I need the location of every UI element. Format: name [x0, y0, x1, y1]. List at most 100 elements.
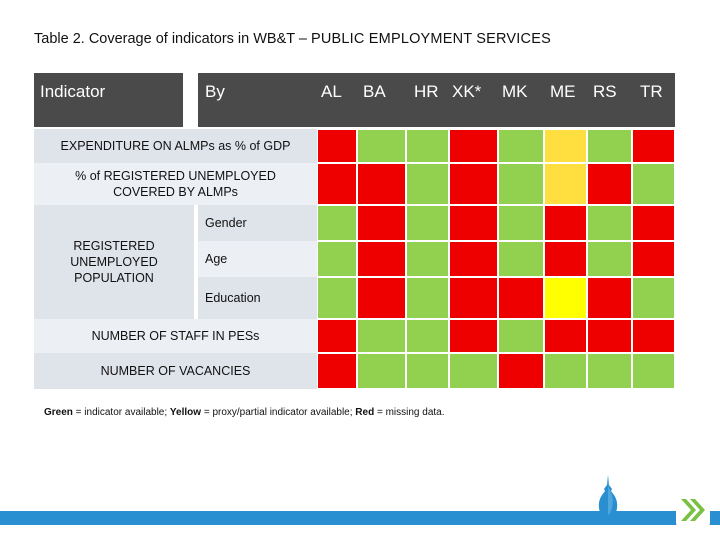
row-label-expenditure: EXPENDITURE ON ALMPs as % of GDP: [34, 129, 317, 163]
status-cell-red: [449, 129, 498, 163]
status-cell-green: [498, 129, 544, 163]
by-label-education: Education: [198, 277, 317, 319]
header-country-label: XK*: [452, 82, 482, 101]
status-cell-green: [357, 353, 406, 389]
header-indicator: Indicator: [34, 73, 183, 127]
double-chevron-icon: [676, 493, 710, 527]
header-by: By: [198, 73, 317, 127]
row-label-registered-text: REGISTERED UNEMPLOYED POPULATION: [70, 239, 158, 285]
by-label-gender: Gender: [198, 205, 317, 241]
header-country-label: HR: [414, 82, 439, 101]
status-cell-green: [632, 277, 675, 319]
status-cell-red: [587, 163, 632, 205]
header-country-label: TR: [640, 82, 663, 101]
status-cell-red: [449, 277, 498, 319]
status-cell-red: [449, 241, 498, 277]
status-cell-red: [587, 319, 632, 353]
header-country-label: MK: [502, 82, 528, 101]
status-cell-green: [544, 353, 587, 389]
status-cell-red: [317, 163, 357, 205]
status-cell-red: [357, 277, 406, 319]
row-label-covered: % of REGISTERED UNEMPLOYED COVERED BY AL…: [34, 163, 317, 205]
status-cell-green: [406, 277, 449, 319]
status-cell-green: [498, 163, 544, 205]
status-cell-red: [632, 129, 675, 163]
status-cell-green: [498, 205, 544, 241]
title-caps: PUBLIC EMPLOYMENT SERVICES: [310, 31, 551, 47]
status-cell-red: [632, 205, 675, 241]
status-cell-red: [317, 129, 357, 163]
legend-yellow-word: Yellow: [169, 407, 202, 418]
status-cell-green: [317, 205, 357, 241]
by-label-age: Age: [198, 241, 317, 277]
legend: Green = indicator available; Yellow = pr…: [44, 407, 445, 418]
status-cell-green: [587, 353, 632, 389]
header-country-rs: RS: [587, 73, 632, 127]
status-cell-red: [449, 319, 498, 353]
row-label-vacancies: NUMBER OF VACANCIES: [34, 353, 317, 389]
status-cell-red: [357, 205, 406, 241]
header-country-label: RS: [593, 82, 617, 101]
row-label-covered-text: % of REGISTERED UNEMPLOYED COVERED BY AL…: [75, 169, 276, 199]
status-cell-red: [632, 319, 675, 353]
status-cell-green: [406, 353, 449, 389]
footer-bar: [0, 511, 720, 525]
status-cell-green: [632, 353, 675, 389]
status-cell-green: [406, 163, 449, 205]
header-country-al: AL: [317, 73, 357, 127]
status-cell-green: [317, 277, 357, 319]
header-country-ba: BA: [357, 73, 406, 127]
page-title: Table 2. Coverage of indicators in WB&T …: [34, 31, 551, 47]
status-cell-green: [587, 205, 632, 241]
status-cell-red: [544, 319, 587, 353]
row-label-registered-unemployed: REGISTERED UNEMPLOYED POPULATION: [34, 205, 194, 319]
status-cell-green: [357, 319, 406, 353]
status-cell-green: [632, 163, 675, 205]
status-cell-red: [317, 319, 357, 353]
footer-bar-bottom: [0, 525, 720, 540]
header-country-label: BA: [363, 82, 386, 101]
row-label-staff: NUMBER OF STAFF IN PESs: [34, 319, 317, 353]
status-cell-green: [587, 129, 632, 163]
header-country-hr: HR: [406, 73, 449, 127]
legend-yellow-text: = proxy/partial indicator available;: [201, 407, 356, 418]
status-cell-red: [449, 205, 498, 241]
header-country-tr: TR: [632, 73, 675, 127]
header-country-label: ME: [550, 82, 576, 101]
title-prefix: Table 2. Coverage of indicators in WB&T …: [34, 31, 311, 47]
status-cell-green: [406, 319, 449, 353]
status-cell-red: [587, 277, 632, 319]
header-country-me: ME: [544, 73, 587, 127]
status-cell-red: [357, 241, 406, 277]
status-cell-red: [449, 163, 498, 205]
legend-green-word: Green: [44, 407, 73, 418]
status-cell-red: [317, 353, 357, 389]
coverage-table: Indicator By AL BA HR XK* MK ME RS TR EXPENDITU…: [34, 73, 675, 389]
legend-red-text: = missing data.: [374, 407, 445, 418]
header-by-label: By: [205, 82, 225, 101]
status-cell-green: [498, 319, 544, 353]
status-cell-red: [544, 241, 587, 277]
status-cell-green: [406, 241, 449, 277]
header-indicator-label: Indicator: [40, 82, 106, 101]
status-cell-yellow: [544, 129, 587, 163]
status-cell-red: [544, 205, 587, 241]
status-cell-red: [632, 241, 675, 277]
legend-red-word: Red: [355, 407, 375, 418]
status-cell-green: [449, 353, 498, 389]
status-cell-green: [587, 241, 632, 277]
header-country-xk: XK*: [449, 73, 498, 127]
status-cell-green: [406, 129, 449, 163]
drop-logo-icon: [598, 475, 618, 519]
status-cell-yellow: [544, 163, 587, 205]
status-cell-green: [498, 241, 544, 277]
status-cell-red: [357, 163, 406, 205]
status-cell-bright-yellow: [544, 277, 587, 319]
legend-green-text: = indicator available;: [72, 407, 170, 418]
header-country-label: AL: [321, 82, 342, 101]
status-cell-red: [498, 277, 544, 319]
status-cell-green: [406, 205, 449, 241]
status-cell-red: [498, 353, 544, 389]
status-cell-green: [317, 241, 357, 277]
header-country-mk: MK: [498, 73, 544, 127]
